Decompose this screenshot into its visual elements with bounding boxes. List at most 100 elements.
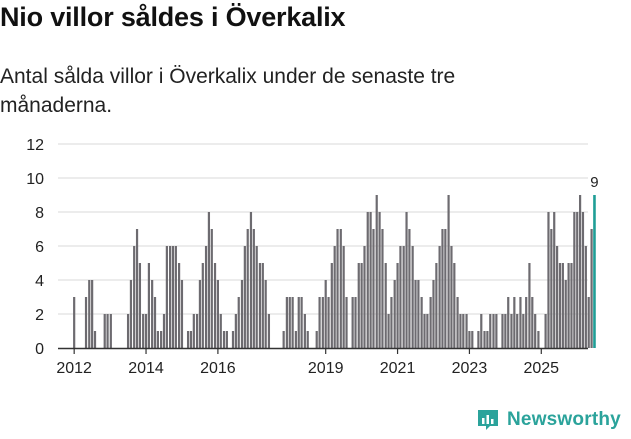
bar (471, 331, 474, 348)
bar (339, 229, 342, 348)
bar (237, 297, 240, 348)
bar (459, 314, 462, 348)
bar (477, 331, 480, 348)
bar (160, 331, 163, 348)
bar (156, 331, 159, 348)
bar (411, 246, 414, 348)
y-tick-label: 8 (35, 205, 44, 222)
bar (180, 280, 184, 348)
bar (501, 314, 504, 348)
bar (330, 263, 333, 348)
bar (414, 280, 417, 348)
bar (513, 297, 516, 348)
bar (387, 314, 390, 348)
bar (561, 263, 564, 348)
bar (336, 229, 339, 348)
bar (584, 246, 587, 348)
bar (366, 212, 369, 348)
chart-subtitle: Antal sålda villor i Överkalix under de … (0, 65, 456, 117)
bar (318, 297, 321, 348)
bar (169, 246, 172, 348)
bar (282, 331, 285, 348)
bar (576, 212, 579, 348)
bar (216, 280, 219, 348)
x-axis (58, 347, 588, 354)
bar (564, 280, 567, 348)
bar (426, 314, 429, 348)
bar (578, 195, 582, 348)
bar (570, 263, 573, 348)
bar (219, 314, 222, 348)
bar (504, 314, 507, 348)
x-tick-label: 2012 (56, 360, 92, 377)
bar (255, 246, 258, 348)
bar (519, 297, 522, 348)
x-tick-label: 2021 (380, 360, 416, 377)
bar (581, 212, 585, 348)
bar (354, 297, 357, 348)
bar (144, 314, 148, 348)
bar (495, 314, 498, 348)
bar (453, 263, 456, 348)
bar (264, 280, 267, 348)
gridlines (58, 143, 588, 315)
bar (285, 297, 288, 348)
bar (360, 263, 363, 348)
bar (109, 314, 112, 348)
bar (315, 331, 318, 348)
bar (327, 297, 330, 348)
bar (489, 314, 492, 348)
bar (525, 297, 528, 348)
bar (516, 314, 519, 348)
bar (399, 246, 402, 348)
bar (231, 331, 235, 348)
bar (243, 246, 246, 348)
bar (534, 314, 537, 348)
bar (351, 297, 354, 348)
bar (357, 263, 360, 348)
bar (480, 314, 483, 348)
bar (462, 314, 465, 348)
bar (558, 263, 562, 348)
bar (492, 314, 495, 348)
bar (553, 212, 556, 348)
bar (528, 263, 531, 348)
bar (207, 212, 211, 348)
bar (204, 246, 208, 348)
bar (587, 297, 590, 348)
x-tick-label: 2016 (200, 360, 236, 377)
bar (142, 314, 145, 348)
bar (225, 331, 228, 348)
bar (544, 314, 547, 348)
highlight-data-label: 9 (590, 174, 598, 191)
bar (138, 263, 142, 348)
bar (507, 297, 510, 348)
bar (408, 229, 411, 348)
brand-footer: Newsworthy (476, 408, 621, 432)
bar (447, 195, 450, 348)
bar (249, 212, 253, 348)
bar (396, 263, 399, 348)
bar (456, 297, 459, 348)
bar (303, 314, 306, 348)
bar (369, 212, 372, 348)
x-tick-label: 2014 (128, 360, 164, 377)
bar (432, 280, 435, 348)
bar (267, 314, 271, 348)
bar (486, 331, 489, 348)
y-tick-label: 2 (35, 307, 44, 324)
bar (381, 229, 384, 348)
bar (171, 246, 175, 348)
bar (537, 331, 540, 348)
bar-chart: 0 2 4 6 8 10 12 9 2012 2014 2016 2019 2021 2023 2025 (26, 137, 598, 377)
bar (106, 314, 109, 348)
bar (240, 280, 244, 348)
bar (73, 297, 76, 348)
bar (438, 246, 441, 348)
bar (306, 331, 309, 348)
axis-labels: 0 2 4 6 8 10 12 9 2012 2014 2016 2019 2021 2023 2025 (26, 137, 598, 377)
bar (522, 314, 525, 348)
bar (402, 246, 405, 348)
y-tick-label: 12 (26, 137, 44, 154)
bar (393, 280, 396, 348)
